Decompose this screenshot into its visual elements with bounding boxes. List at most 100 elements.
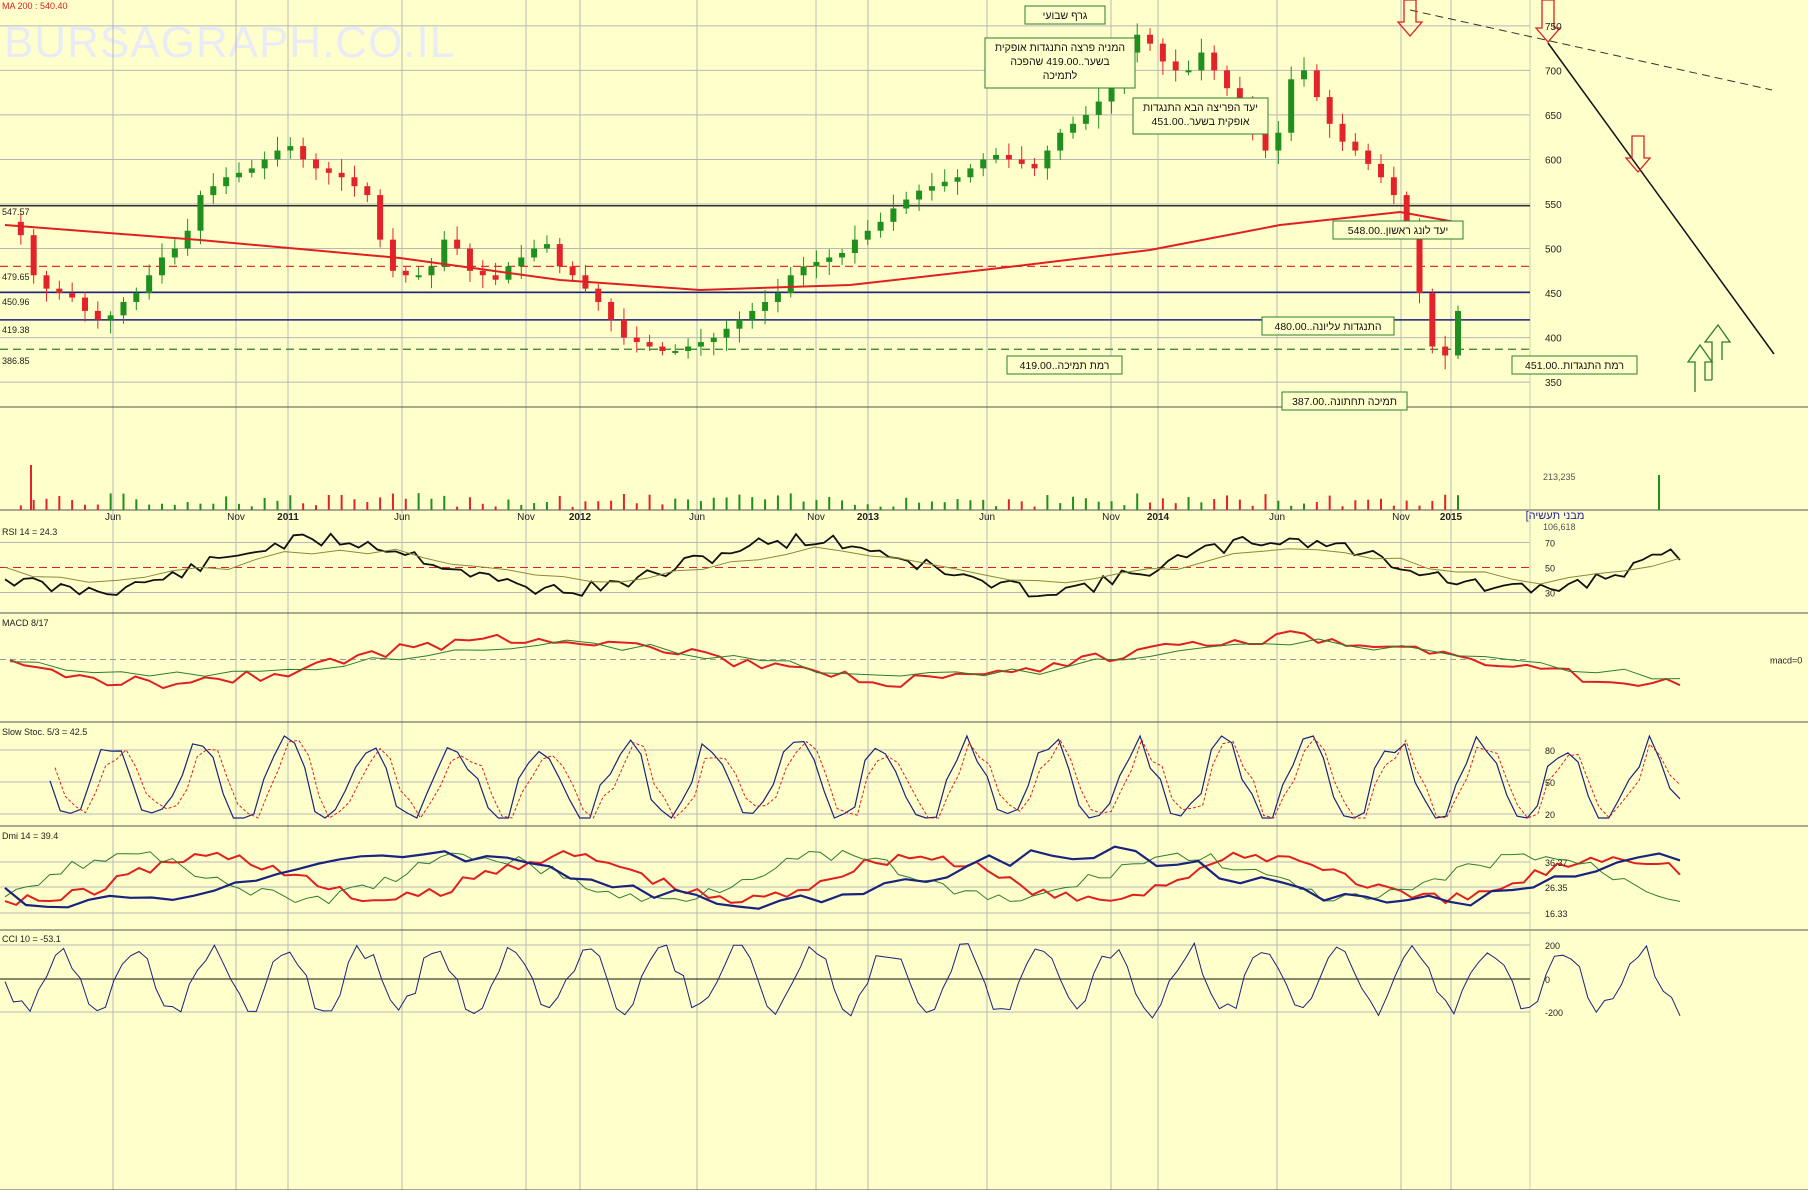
candle-body	[351, 177, 358, 187]
volume-bar	[507, 499, 510, 510]
x-tick-label: 2015	[1440, 512, 1463, 523]
volume-bar	[930, 501, 933, 510]
annotation-text: יעד לונג ראשון..548.00	[1348, 225, 1448, 237]
x-tick-label: 2013	[857, 512, 880, 523]
annotation-box	[1281, 391, 1408, 411]
candle-body	[531, 248, 538, 258]
stoch-panel	[0, 734, 1681, 819]
volume-bar	[802, 501, 805, 510]
volume-bar	[1136, 493, 1139, 510]
stoch-tick-label: 20	[1545, 810, 1555, 820]
annotation-text: גרף שבועי	[1043, 10, 1088, 22]
volume-bar	[468, 497, 471, 510]
annotation-box	[1511, 355, 1638, 375]
rsi-tick-label: 30	[1545, 589, 1555, 599]
x-tick-label: Jun	[689, 512, 705, 523]
volume-bar	[956, 499, 959, 510]
volume-bar	[456, 506, 459, 510]
candle-body	[813, 261, 820, 267]
candle-body	[312, 159, 319, 169]
candle-body	[954, 177, 961, 182]
volume-bar	[186, 502, 189, 510]
candle-body	[569, 266, 576, 276]
volume-bar	[866, 504, 869, 510]
volume-bar	[1097, 501, 1100, 510]
volume-bar	[1251, 505, 1254, 510]
volume-bar	[302, 503, 305, 510]
volume-bar	[250, 506, 253, 510]
volume-bar	[19, 505, 22, 510]
volume-spike	[1658, 475, 1660, 510]
volume-bar	[610, 500, 613, 510]
volume-bar	[58, 496, 61, 510]
cci-tick-label: -200	[1545, 1008, 1563, 1018]
dmi-tick-label: 26.35	[1545, 883, 1568, 893]
candle-body	[787, 275, 794, 294]
ma-label: MA 200 : 540.40	[2, 1, 68, 11]
dmi-tick-label: 36.37	[1545, 858, 1568, 868]
price-tick-label: 650	[1545, 111, 1562, 122]
candle-body	[620, 319, 627, 338]
volume-bar	[841, 500, 844, 510]
candle-body	[1134, 34, 1141, 53]
candle-body	[389, 239, 396, 271]
candle-body	[197, 195, 204, 231]
x-tick-label: 2011	[277, 512, 299, 523]
volume-bar	[905, 497, 908, 510]
candle-body	[928, 186, 935, 191]
candle-body	[107, 315, 114, 320]
annotation-box	[1132, 97, 1269, 135]
price-tick-label: 500	[1545, 245, 1562, 256]
candle-body	[261, 159, 268, 169]
annotation-box	[1261, 316, 1395, 336]
candle-body	[1339, 123, 1346, 142]
dmi-panel	[0, 845, 1681, 914]
candle-body	[441, 239, 448, 267]
candle-body	[1326, 97, 1333, 124]
volume-bar	[1123, 505, 1126, 510]
volume-bar	[1277, 500, 1280, 510]
cci-tick-label: 0	[1545, 975, 1550, 985]
macd-line	[9, 630, 1681, 690]
candle-body	[158, 257, 165, 276]
volume-bar	[995, 506, 998, 510]
candle-body	[916, 190, 923, 200]
x-axis-right-label: [מבני תעשיה	[1526, 510, 1585, 522]
candle-body	[1288, 79, 1295, 133]
cci-line	[4, 941, 1681, 1019]
price-tick-label: 400	[1545, 334, 1562, 345]
candle-body	[890, 208, 897, 222]
rsi-tick-label: 70	[1545, 539, 1555, 549]
candle-body	[1211, 52, 1218, 71]
candle-body	[1031, 163, 1038, 169]
volume-bar	[764, 499, 767, 510]
volume-bar	[1328, 495, 1331, 510]
price-tick-label: 550	[1545, 200, 1562, 211]
volume-bar	[558, 495, 561, 510]
candle-body	[287, 146, 294, 151]
rsi-panel	[0, 532, 1681, 598]
volume-bar	[738, 494, 741, 510]
volume-bar	[1072, 496, 1075, 510]
candle-body	[377, 195, 384, 240]
volume-bar	[1457, 495, 1459, 510]
volume-bar	[1264, 494, 1267, 510]
candle-body	[1185, 70, 1192, 73]
volume-bar	[135, 499, 138, 510]
level-label: 450.96	[2, 297, 30, 307]
annotation-text: התנגדות עליונה..480.00	[1275, 321, 1382, 333]
candle-body	[30, 235, 37, 276]
volume-bar	[918, 502, 921, 510]
volume-bar	[404, 498, 407, 510]
candle-body	[1455, 310, 1461, 356]
volume-bar	[263, 497, 266, 510]
volume-bar	[1405, 500, 1408, 510]
red-down-arrow	[1534, 0, 1562, 43]
price-tick-label: 350	[1545, 378, 1562, 389]
candle-body	[1095, 101, 1102, 115]
macd-right-label: macd=0	[1770, 656, 1802, 666]
annotation-box	[984, 37, 1136, 89]
volume-bar	[853, 504, 856, 510]
macd-panel	[0, 630, 1681, 690]
cci-tick-label: 200	[1545, 941, 1560, 951]
